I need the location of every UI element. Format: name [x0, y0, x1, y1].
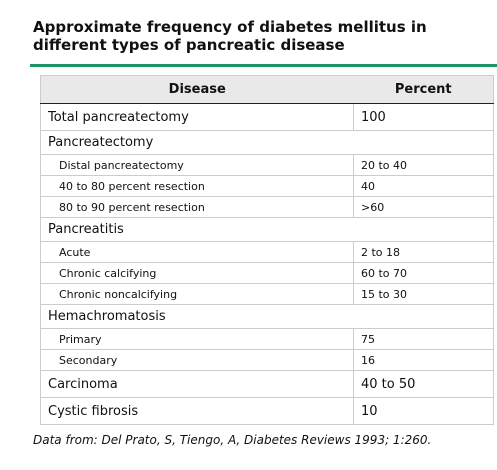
row: Distal pancreatectomy 20 to 40	[40, 154, 494, 176]
percent-cell: 60 to 70	[353, 262, 494, 284]
percent-cell: 40	[353, 175, 494, 197]
percent-cell: 100	[353, 103, 494, 131]
disease-cell: Acute	[40, 241, 354, 263]
row: Chronic noncalcifying 15 to 30	[40, 283, 494, 305]
row: 40 to 80 percent resection 40	[40, 175, 494, 197]
row: Acute 2 to 18	[40, 241, 494, 263]
disease-cell: Cystic fibrosis	[40, 397, 354, 425]
disease-cell: Total pancreatectomy	[40, 103, 354, 131]
row: Cystic fibrosis 10	[40, 397, 494, 425]
disease-cell: Chronic calcifying	[40, 262, 354, 284]
section-row: Hemachromatosis	[40, 304, 494, 329]
percent-cell: 10	[353, 397, 494, 425]
percent-cell: 40 to 50	[353, 370, 494, 398]
section-row: Pancreatitis	[40, 217, 494, 242]
section-row: Pancreatectomy	[40, 130, 494, 155]
header-cell: Disease	[40, 75, 354, 104]
disease-cell: 80 to 90 percent resection	[40, 196, 354, 218]
rule	[30, 64, 497, 67]
row: 80 to 90 percent resection >60	[40, 196, 494, 218]
percent-cell: >60	[353, 196, 494, 218]
percent-cell: 75	[353, 328, 494, 350]
row: Total pancreatectomy 100	[40, 103, 494, 131]
footnote: Data from: Del Prato, S, Tiengo, A, Diab…	[33, 433, 432, 447]
section-label: Hemachromatosis	[40, 304, 494, 329]
section-label: Pancreatectomy	[40, 130, 494, 155]
table: Disease Percent Total pancreatectomy 100 P…	[40, 75, 494, 425]
percent-cell: 2 to 18	[353, 241, 494, 263]
disease-cell: Distal pancreatectomy	[40, 154, 354, 176]
disease-cell: Chronic noncalcifying	[40, 283, 354, 305]
row: Primary 75	[40, 328, 494, 350]
header-cell: Percent	[353, 75, 494, 104]
row: Chronic calcifying 60 to 70	[40, 262, 494, 284]
disease-cell: Secondary	[40, 349, 354, 371]
percent-cell: 20 to 40	[353, 154, 494, 176]
section-label: Pancreatitis	[40, 217, 494, 242]
row: Carcinoma 40 to 50	[40, 370, 494, 398]
header-row: Disease Percent	[40, 75, 494, 104]
percent-cell: 15 to 30	[353, 283, 494, 305]
disease-cell: Carcinoma	[40, 370, 354, 398]
percent-cell: 16	[353, 349, 494, 371]
disease-cell: Primary	[40, 328, 354, 350]
title: Approximate frequency of diabetes mellit…	[33, 18, 427, 54]
row: Secondary 16	[40, 349, 494, 371]
disease-cell: 40 to 80 percent resection	[40, 175, 354, 197]
